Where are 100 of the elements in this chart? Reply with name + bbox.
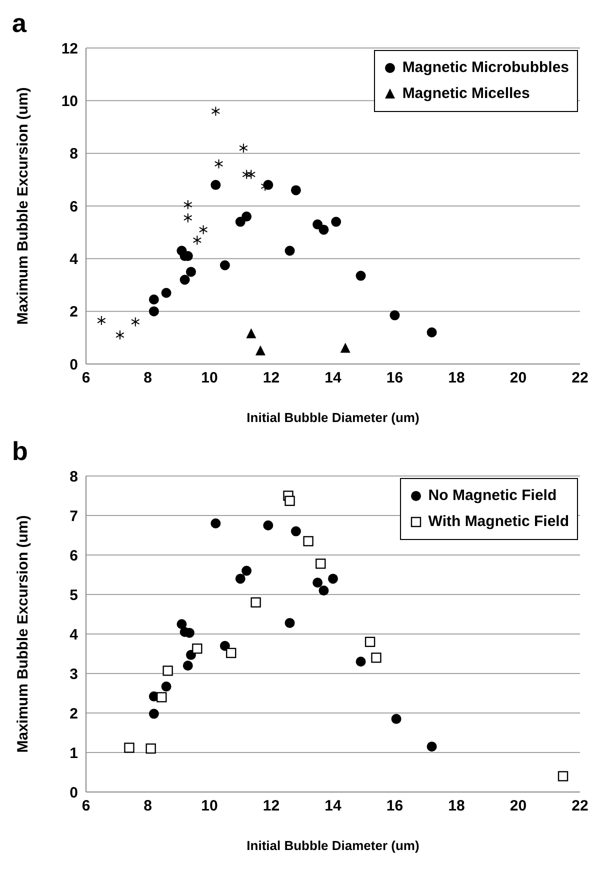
point — [148, 294, 159, 304]
point — [97, 316, 106, 326]
y-tick-label: 7 — [70, 508, 78, 525]
point — [391, 714, 402, 724]
chart-title: a — [11, 8, 28, 38]
y-tick-label: 5 — [70, 586, 78, 604]
legend-label: With Magnetic Field — [428, 512, 569, 532]
point — [255, 345, 266, 356]
x-tick-label: 20 — [510, 370, 527, 387]
point — [131, 316, 140, 327]
x-tick-label: 14 — [324, 798, 342, 815]
y-tick-label: 0 — [70, 784, 78, 802]
x-tick-label: 16 — [386, 798, 404, 815]
x-tick-label: 12 — [262, 370, 280, 387]
chart-title: b — [11, 436, 29, 466]
point — [312, 578, 323, 588]
point — [220, 640, 230, 651]
x-axis-title: Initial Bubble Diameter (um) — [246, 838, 420, 853]
x-tick-label: 6 — [82, 798, 90, 815]
point — [198, 224, 208, 235]
point — [182, 660, 193, 671]
point — [371, 652, 382, 663]
x-tick-label: 8 — [144, 370, 152, 387]
x-tick-label: 10 — [201, 798, 218, 815]
point — [312, 219, 323, 230]
point — [161, 288, 172, 298]
point — [390, 310, 400, 320]
point — [220, 260, 230, 270]
point — [426, 327, 437, 338]
point — [250, 597, 261, 608]
point — [364, 636, 376, 647]
point — [284, 496, 295, 506]
point — [356, 656, 366, 667]
point — [210, 518, 221, 528]
y-tick-label: 6 — [70, 198, 78, 216]
legend-label: Magnetic Micelles — [402, 84, 530, 104]
point — [186, 266, 196, 277]
point — [183, 212, 192, 223]
x-tick-label: 18 — [448, 370, 465, 387]
x-tick-label: 10 — [201, 370, 218, 387]
y-tick-label: 6 — [70, 547, 78, 564]
x-tick-label: 6 — [82, 370, 90, 387]
point — [148, 306, 159, 316]
x-tick-label: 18 — [448, 798, 465, 815]
point — [116, 330, 124, 340]
y-tick-label: 2 — [70, 705, 78, 722]
legend-label: Magnetic Microbubbles — [402, 58, 569, 78]
y-axis-title: Maximum Bubble Excursion (um) — [14, 515, 32, 753]
point — [124, 742, 134, 753]
point — [161, 682, 172, 692]
point — [192, 235, 202, 246]
point — [316, 558, 326, 569]
y-tick-label: 4 — [70, 250, 79, 268]
point — [558, 771, 568, 782]
point — [239, 143, 248, 154]
y-tick-label: 12 — [61, 40, 78, 58]
point — [263, 520, 274, 530]
point — [226, 648, 236, 658]
point — [235, 216, 246, 227]
point — [148, 708, 159, 719]
point — [156, 692, 167, 702]
y-tick-label: 8 — [70, 146, 78, 163]
point — [318, 224, 329, 235]
y-tick-label: 8 — [70, 468, 78, 486]
y-tick-label: 10 — [61, 92, 78, 110]
point — [214, 158, 224, 169]
point — [356, 270, 366, 281]
x-tick-label: 14 — [324, 370, 342, 387]
x-tick-label: 12 — [262, 798, 280, 815]
x-tick-label: 20 — [510, 798, 527, 815]
x-tick-label: 8 — [144, 798, 152, 815]
y-tick-label: 0 — [70, 356, 78, 374]
y-tick-label: 3 — [70, 666, 78, 683]
x-tick-label: 16 — [386, 370, 404, 387]
point — [242, 212, 252, 222]
y-tick-label: 2 — [70, 304, 78, 321]
x-tick-label: 22 — [572, 370, 588, 387]
point — [162, 666, 173, 676]
point — [242, 566, 252, 576]
y-tick-label: 1 — [70, 744, 78, 762]
point — [235, 574, 246, 584]
point — [303, 536, 314, 546]
point — [290, 185, 301, 196]
point — [340, 342, 350, 353]
x-axis-title: Initial Bubble Diameter (um) — [246, 410, 420, 425]
point — [290, 526, 301, 536]
y-axis-title: Maximum Bubble Excursion (um) — [14, 87, 32, 325]
point — [284, 618, 295, 628]
point — [426, 742, 437, 752]
point — [176, 619, 187, 630]
point — [318, 586, 329, 596]
point — [284, 246, 295, 256]
point — [146, 743, 156, 754]
point — [192, 644, 202, 654]
point — [328, 574, 338, 584]
point — [331, 216, 342, 227]
point — [211, 106, 220, 116]
x-tick-label: 22 — [572, 798, 588, 815]
point — [183, 200, 192, 210]
y-tick-label: 4 — [70, 626, 79, 644]
